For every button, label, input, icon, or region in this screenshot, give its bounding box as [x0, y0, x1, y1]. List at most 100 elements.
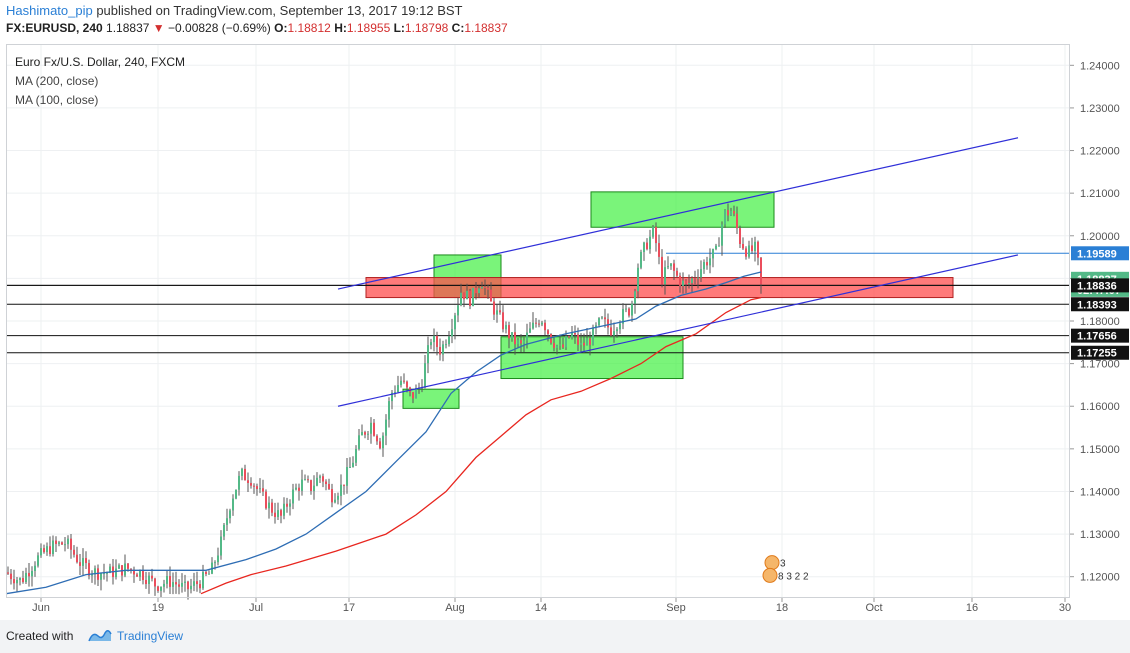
- candle-body: [691, 278, 693, 283]
- candle-body: [619, 323, 621, 330]
- candle-body: [640, 252, 642, 268]
- candle-body: [529, 328, 531, 333]
- candle-body: [493, 301, 495, 315]
- candle-body: [88, 563, 90, 576]
- legend-ma200[interactable]: MA (200, close): [15, 74, 99, 88]
- candle-body: [649, 236, 651, 250]
- candle-body: [220, 536, 222, 556]
- candle-body: [397, 385, 399, 392]
- candle-body: [367, 433, 369, 435]
- candle-body: [589, 338, 591, 345]
- price-tick-label: 1.14000: [1080, 486, 1120, 498]
- candle-body: [358, 435, 360, 450]
- candle-body: [751, 245, 753, 252]
- candle-body: [154, 578, 156, 587]
- candle-body: [202, 571, 204, 589]
- candle-body: [340, 484, 342, 496]
- tradingview-logo-icon: [88, 630, 112, 642]
- candle-body: [484, 287, 486, 289]
- level-badge-label: 1.18393: [1077, 299, 1117, 311]
- symbol-label: FX:EURUSD, 240: [6, 21, 103, 35]
- candle-body: [43, 548, 45, 553]
- candle-body: [82, 558, 84, 566]
- candle-body: [295, 487, 297, 490]
- candle-body: [526, 332, 528, 341]
- candle-body: [364, 432, 366, 435]
- candle-body: [565, 336, 567, 348]
- candle-body: [349, 466, 351, 468]
- candle-body: [580, 342, 582, 345]
- candle-body: [271, 502, 273, 513]
- candle-body: [16, 580, 18, 584]
- candle-body: [259, 488, 261, 490]
- candle-body: [352, 462, 354, 467]
- candle-body: [730, 210, 732, 216]
- candle-body: [331, 489, 333, 503]
- time-tick-label: 19: [152, 602, 164, 614]
- candle-body: [127, 563, 129, 569]
- price-tick-label: 1.20000: [1080, 231, 1120, 243]
- author-link[interactable]: Hashimato_pip: [6, 3, 93, 18]
- candle-body: [157, 586, 159, 591]
- candle-body: [241, 468, 243, 476]
- price-tick-label: 1.23000: [1080, 103, 1120, 115]
- candle-body: [415, 387, 417, 399]
- candle-body: [178, 584, 180, 587]
- time-tick-label: 16: [966, 602, 978, 614]
- candle-body: [31, 570, 33, 577]
- level-badge: [1071, 297, 1129, 312]
- candle-body: [46, 546, 48, 553]
- candle-body: [175, 582, 177, 585]
- candle-body: [193, 581, 195, 586]
- candle-body: [736, 213, 738, 229]
- legend-title: Euro Fx/U.S. Dollar, 240, FXCM: [15, 55, 186, 69]
- candle-body: [670, 263, 672, 267]
- candle-body: [313, 485, 315, 492]
- candle-body: [424, 363, 426, 388]
- candle-body: [289, 503, 291, 507]
- publish-info: published on TradingView.com, September …: [92, 3, 463, 18]
- candle-body: [130, 568, 132, 570]
- legend-ma100[interactable]: MA (100, close): [15, 93, 99, 107]
- candle-body: [304, 479, 306, 481]
- high-label: H:: [334, 21, 347, 35]
- candle-body: [544, 322, 546, 331]
- candle-body: [166, 576, 168, 584]
- candle-body: [226, 518, 228, 525]
- price-chart[interactable]: 38 3 2 2 1.120001.130001.140001.150001.1…: [0, 0, 1130, 620]
- candle-body: [25, 572, 27, 583]
- candle-body: [502, 312, 504, 330]
- candle-body: [442, 344, 444, 355]
- candle-body: [184, 581, 186, 583]
- candle-body: [592, 327, 594, 345]
- candle-body: [694, 278, 696, 280]
- candle-body: [235, 489, 237, 499]
- candle-body: [49, 546, 51, 554]
- resistance-zone: [365, 277, 954, 299]
- candle-body: [85, 558, 87, 564]
- candle-body: [244, 468, 246, 481]
- candle-body: [682, 280, 684, 286]
- candles: [7, 203, 762, 600]
- tradingview-link[interactable]: TradingView: [117, 629, 184, 643]
- time-tick-label: 18: [776, 602, 788, 614]
- price-tick-label: 1.16000: [1080, 401, 1120, 413]
- price-tick-label: 1.24000: [1080, 60, 1120, 72]
- candle-body: [664, 267, 666, 285]
- candle-body: [622, 309, 624, 324]
- time-tick-label: 17: [343, 602, 355, 614]
- candle-body: [40, 548, 42, 556]
- candle-body: [322, 476, 324, 482]
- candle-body: [643, 242, 645, 253]
- candle-body: [703, 262, 705, 270]
- level-badge-label: 1.18836: [1077, 280, 1117, 292]
- time-tick-label: Sep: [666, 602, 686, 614]
- time-tick-label: 30: [1059, 602, 1071, 614]
- price-tick-label: 1.12000: [1080, 572, 1120, 584]
- candle-body: [385, 419, 387, 436]
- candle-body: [514, 332, 516, 345]
- candle-body: [181, 582, 183, 587]
- level-badge: [1071, 278, 1129, 293]
- candle-body: [742, 243, 744, 249]
- candle-body: [727, 210, 729, 216]
